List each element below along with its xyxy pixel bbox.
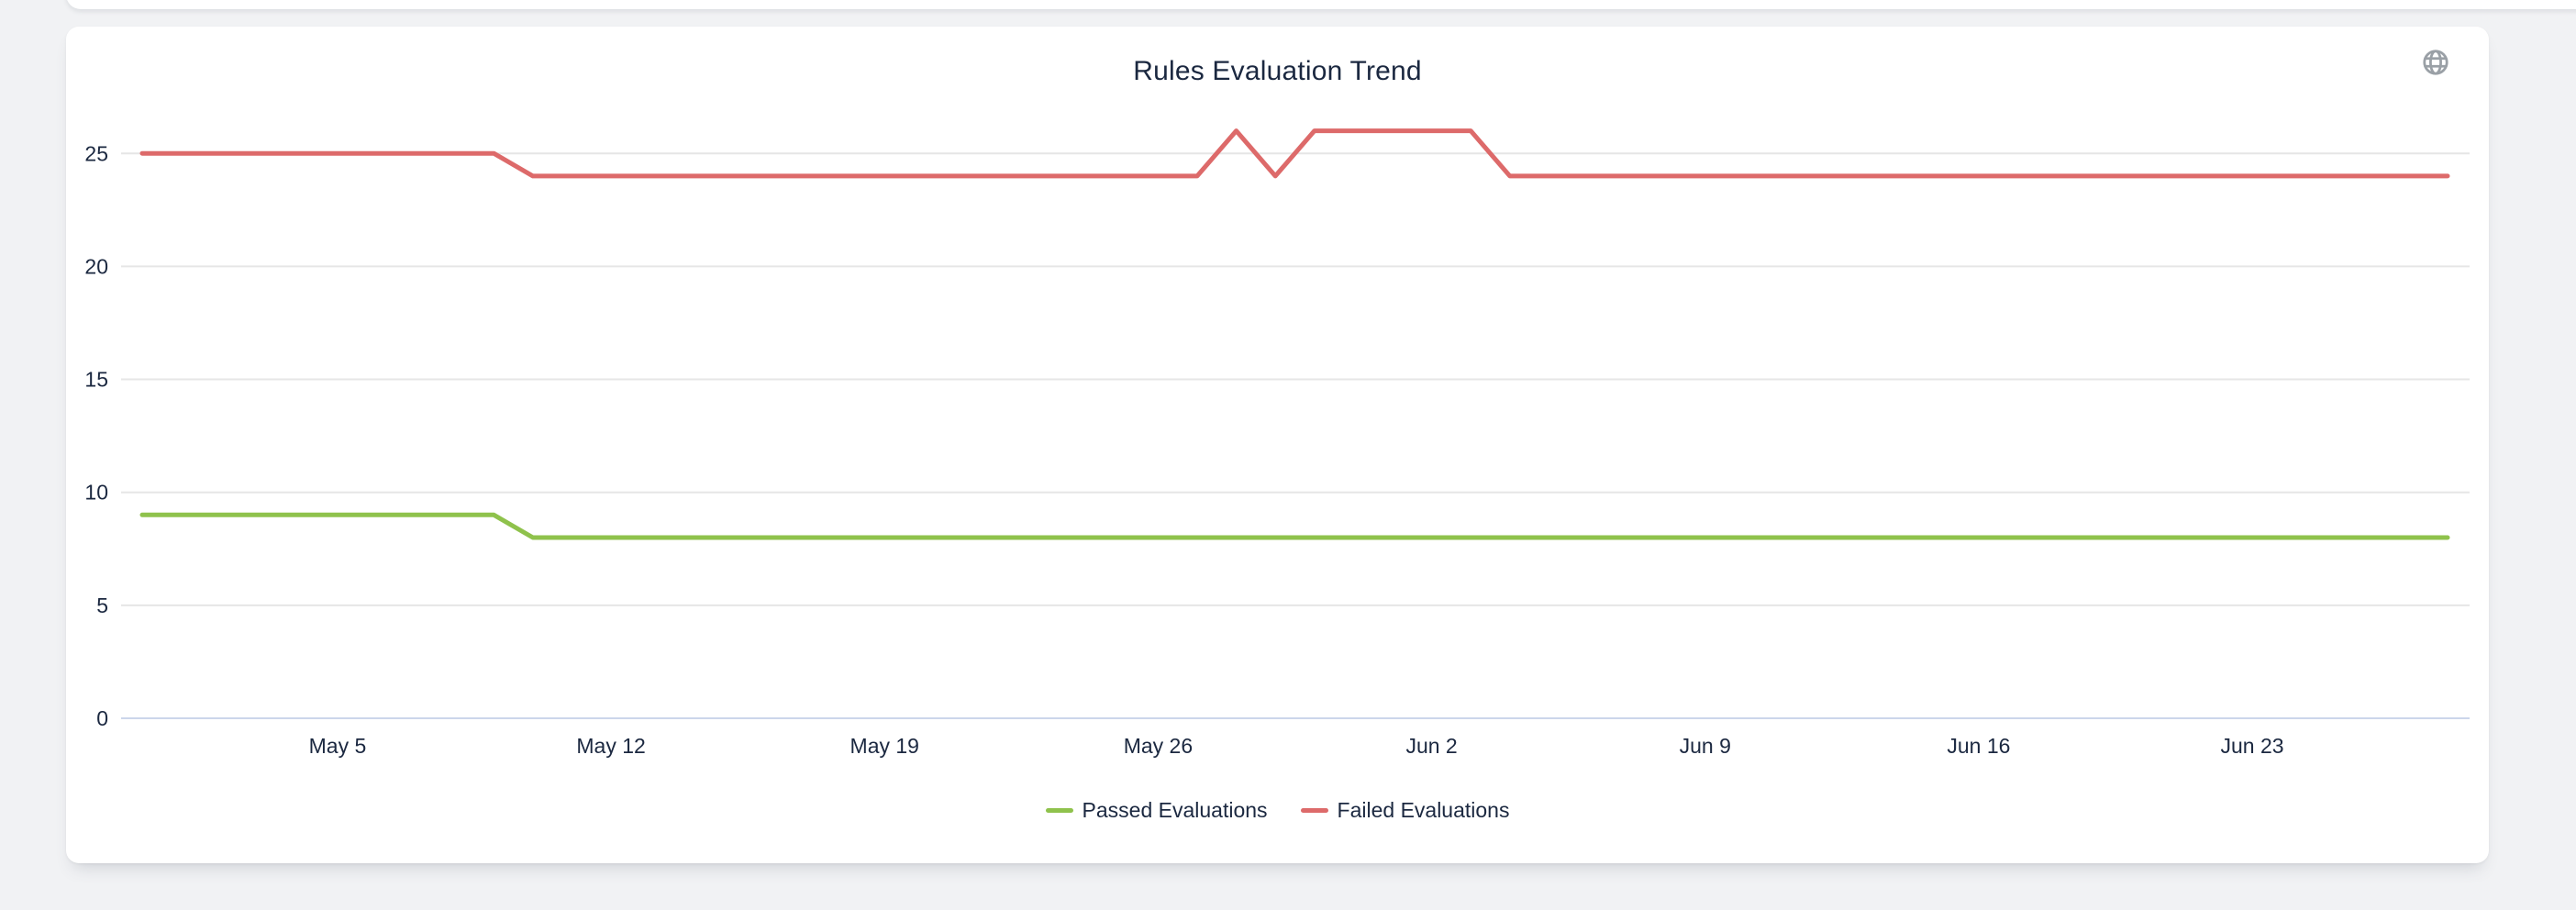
y-axis-label: 15 xyxy=(84,368,108,392)
x-axis-label: Jun 9 xyxy=(1680,734,1731,758)
line-chart-plot-area: 0 5 10 15 20 25 May 5 May 12 May 19 May 26 Jun 2 Ju… xyxy=(84,128,2470,758)
chart-legend: Passed Evaluations Failed Evaluations xyxy=(66,795,2489,825)
previous-card-bottom-edge xyxy=(66,0,2576,9)
globe-icon-glyph xyxy=(2423,50,2448,75)
series-line-failed-evaluations xyxy=(139,128,2450,179)
x-axis-label: Jun 23 xyxy=(2221,734,2284,758)
x-axis-label: May 5 xyxy=(309,734,367,758)
x-axis-label: May 12 xyxy=(576,734,645,758)
globe-icon[interactable] xyxy=(2420,47,2451,78)
legend-marker-failed xyxy=(1300,807,1328,813)
x-axis-label: May 26 xyxy=(1124,734,1193,758)
x-axis-label: Jun 16 xyxy=(1947,734,2010,758)
chart-card: Rules Evaluation Trend 0 5 10 15 20 25 May 5 Ma… xyxy=(66,27,2489,863)
legend-label-passed: Passed Evaluations xyxy=(1082,797,1268,822)
legend-label-failed: Failed Evaluations xyxy=(1337,797,1510,822)
series-line-passed-evaluations xyxy=(139,512,2450,540)
y-axis-label: 20 xyxy=(84,254,108,278)
y-axis-label: 5 xyxy=(96,594,108,617)
legend-item-failed-evaluations[interactable]: Failed Evaluations xyxy=(1300,797,1510,823)
legend-item-passed-evaluations[interactable]: Passed Evaluations xyxy=(1045,797,1268,823)
chart-title: Rules Evaluation Trend xyxy=(1133,56,1422,86)
legend-marker-passed xyxy=(1045,807,1073,813)
y-axis-label: 10 xyxy=(84,481,108,505)
y-axis-label: 25 xyxy=(84,141,108,165)
x-axis-label: May 19 xyxy=(850,734,919,758)
y-axis-label: 0 xyxy=(96,706,108,730)
x-axis-label: Jun 2 xyxy=(1405,734,1457,758)
